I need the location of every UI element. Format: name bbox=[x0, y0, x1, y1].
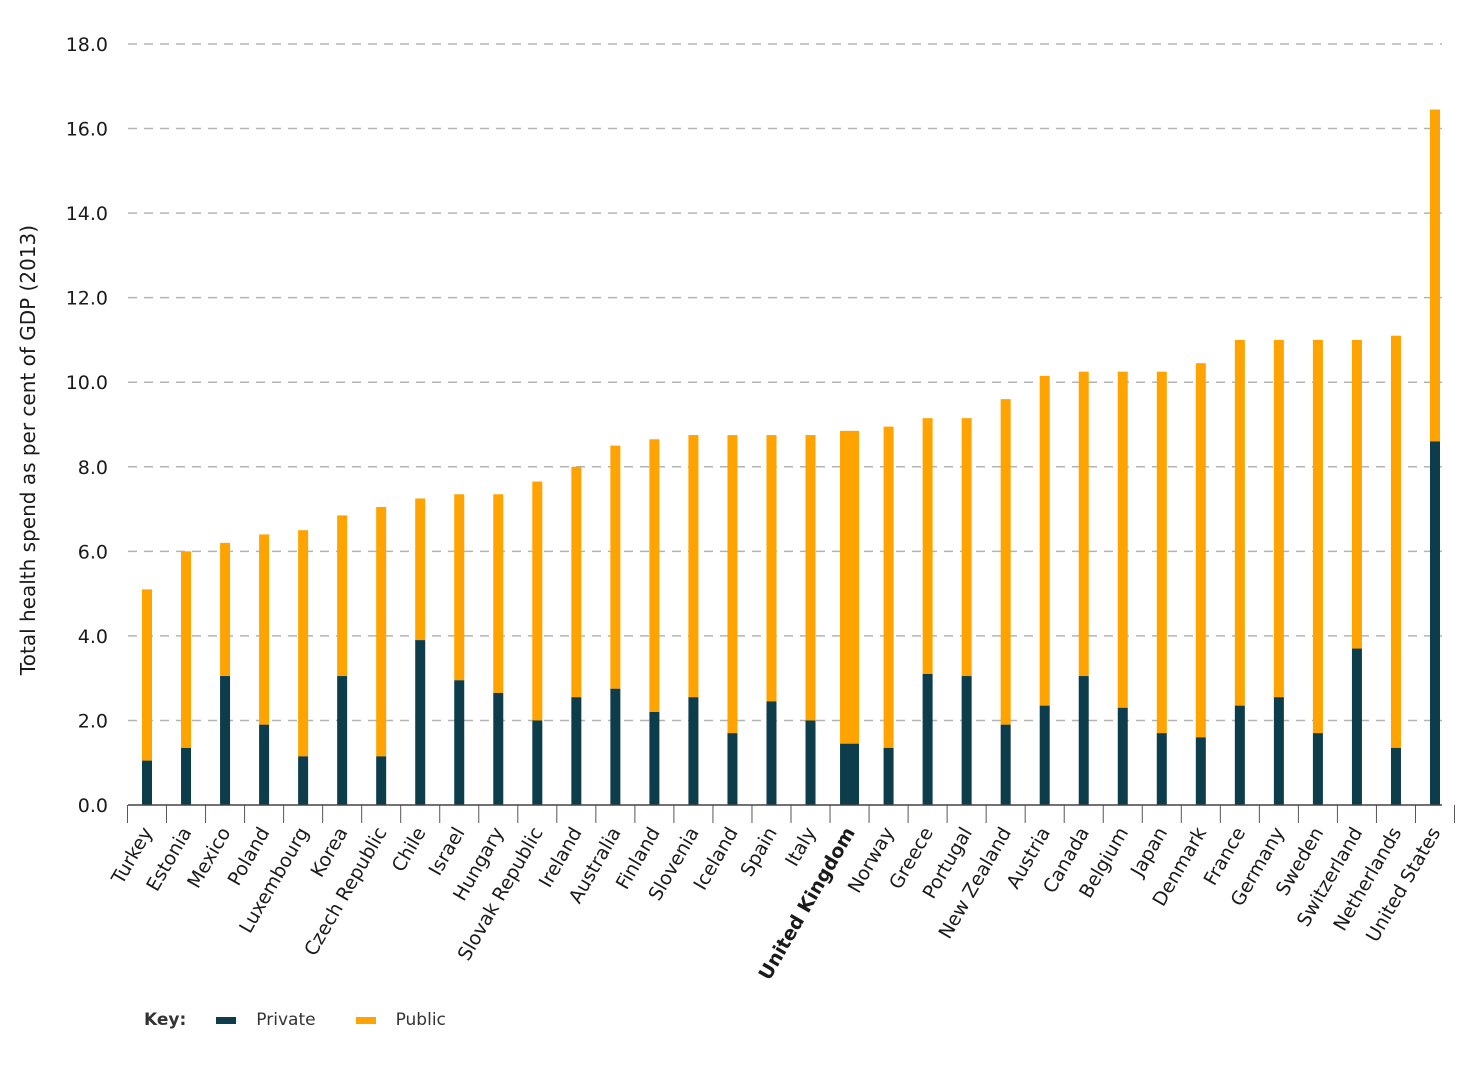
bar-public bbox=[220, 542, 231, 677]
bar-public bbox=[1234, 339, 1245, 706]
bar-public bbox=[688, 435, 699, 698]
bar-public bbox=[532, 481, 543, 721]
bar-private bbox=[961, 676, 972, 805]
y-tick-label: 2.0 bbox=[78, 710, 108, 732]
bar-private bbox=[688, 697, 699, 805]
bar-private bbox=[142, 760, 152, 805]
x-label: Italy bbox=[781, 824, 821, 871]
bar-private bbox=[883, 747, 894, 805]
legend-title: Key: bbox=[144, 1010, 187, 1030]
bar-public bbox=[1000, 399, 1011, 725]
y-tick-label: 4.0 bbox=[78, 626, 108, 648]
bar-private bbox=[532, 720, 543, 805]
bar-public bbox=[454, 494, 465, 681]
bar-private bbox=[376, 756, 387, 805]
bar-private bbox=[1273, 697, 1284, 805]
bar-public bbox=[259, 534, 270, 725]
legend: Key: Private Public bbox=[144, 1010, 486, 1030]
legend-label-public: Public bbox=[395, 1010, 446, 1030]
bar-public bbox=[376, 506, 387, 757]
y-tick-label: 14.0 bbox=[66, 203, 108, 225]
legend-swatch-private bbox=[216, 1016, 237, 1024]
x-label: Spain bbox=[736, 824, 782, 881]
bar-private bbox=[1000, 724, 1011, 805]
bar-public bbox=[493, 494, 504, 693]
bar-public bbox=[840, 430, 860, 744]
bar-private bbox=[649, 711, 660, 805]
bar-private bbox=[805, 720, 816, 805]
bar-public bbox=[415, 498, 426, 641]
bar-private bbox=[1430, 441, 1440, 805]
bar-public bbox=[1430, 109, 1440, 442]
bar-private bbox=[259, 724, 270, 805]
bar-private bbox=[493, 692, 504, 805]
bar-private bbox=[1195, 737, 1206, 805]
bar-private bbox=[1078, 676, 1089, 805]
bar-private bbox=[727, 733, 738, 805]
bar-private bbox=[220, 676, 231, 805]
bar-public bbox=[766, 435, 777, 702]
legend-swatch-public bbox=[355, 1016, 376, 1024]
gridlines bbox=[128, 43, 1442, 722]
bar-private bbox=[181, 747, 192, 805]
y-axis-ticks: 0.0 2.0 4.0 6.0 8.0 10.0 12.0 14.0 16.0 18.0 bbox=[66, 34, 108, 817]
bar-public bbox=[571, 466, 582, 698]
bar-private bbox=[1234, 705, 1245, 805]
bar-private bbox=[571, 697, 582, 805]
bar-private bbox=[454, 680, 465, 805]
legend-label-private: Private bbox=[256, 1010, 316, 1030]
bar-public bbox=[883, 426, 894, 748]
bar-private bbox=[922, 673, 933, 805]
bar-public bbox=[1312, 339, 1323, 734]
legend-item-private: Private bbox=[216, 1010, 316, 1030]
y-tick-label: 18.0 bbox=[66, 34, 108, 56]
bar-public bbox=[727, 435, 738, 734]
bar-private bbox=[415, 640, 426, 805]
bar-public bbox=[1078, 371, 1089, 677]
y-tick-label: 10.0 bbox=[66, 372, 108, 394]
y-tick-label: 8.0 bbox=[78, 457, 108, 479]
bar-public bbox=[181, 551, 192, 748]
bar-public bbox=[610, 445, 621, 689]
bar-private bbox=[1156, 733, 1167, 805]
bar-private bbox=[298, 756, 309, 805]
bar-private bbox=[1390, 747, 1401, 805]
bar-private bbox=[1039, 705, 1050, 805]
bar-public bbox=[922, 418, 933, 674]
bar-public bbox=[142, 589, 152, 761]
y-axis-label: Total health spend as per cent of GDP (2… bbox=[16, 225, 40, 676]
bar-public bbox=[805, 435, 816, 721]
bar-public bbox=[1273, 339, 1284, 698]
bar-public bbox=[1117, 371, 1128, 708]
y-tick-label: 0.0 bbox=[78, 795, 108, 817]
bar-public bbox=[1195, 363, 1206, 738]
bar-private bbox=[1312, 733, 1323, 805]
y-tick-label: 12.0 bbox=[66, 288, 108, 310]
bar-private bbox=[1117, 707, 1128, 805]
bar-private bbox=[337, 676, 348, 805]
bars bbox=[142, 109, 1440, 805]
y-tick-label: 6.0 bbox=[78, 541, 108, 563]
bar-public bbox=[298, 530, 309, 757]
bar-private bbox=[610, 688, 621, 805]
x-axis-ticks bbox=[126, 805, 1456, 823]
bar-public bbox=[337, 515, 348, 677]
bar-public bbox=[1390, 335, 1401, 748]
x-axis-labels: TurkeyEstoniaMexicoPolandLuxembourgKorea… bbox=[107, 824, 1445, 984]
bar-private bbox=[1351, 648, 1362, 805]
y-tick-label: 16.0 bbox=[66, 119, 108, 141]
bar-public bbox=[1039, 375, 1050, 706]
bar-public bbox=[649, 439, 660, 712]
bar-public bbox=[961, 418, 972, 677]
bar-private bbox=[766, 701, 777, 805]
bar-public bbox=[1156, 371, 1167, 734]
bar-public bbox=[1351, 339, 1362, 649]
bar-private bbox=[840, 743, 860, 805]
legend-item-public: Public bbox=[355, 1010, 446, 1030]
